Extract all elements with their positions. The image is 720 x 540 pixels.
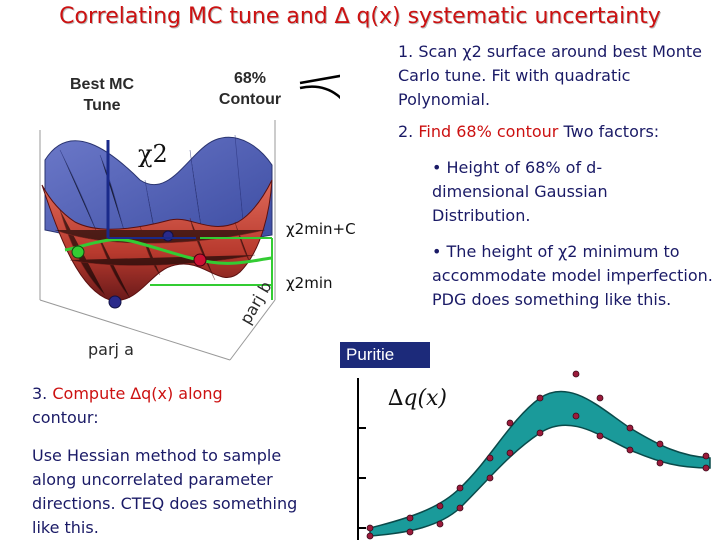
band-point (656, 440, 664, 448)
step-3-highlight: Compute ∆q(x) along (52, 384, 223, 403)
step-1: 1. Scan χ2 surface around best Monte Car… (398, 42, 702, 109)
step-2-tail: Two factors: (558, 122, 660, 141)
chi2min-label: χ2min (286, 274, 333, 292)
puritie-label: Puritie (340, 342, 430, 368)
chi2-axis-label: χ2 (138, 140, 168, 168)
band-point (436, 502, 444, 510)
band-point (486, 454, 494, 462)
chi2min-c-label: χ2min+C (286, 220, 356, 238)
step-2-number: 2. (398, 122, 419, 141)
band-point (656, 459, 664, 467)
band-point (436, 520, 444, 528)
band-point (406, 528, 414, 536)
band-point (456, 504, 464, 512)
dq-band (369, 390, 711, 537)
contour-point-green (71, 245, 85, 259)
best-mc-point-2 (162, 230, 174, 242)
band-point (596, 432, 604, 440)
step-3-number: 3. (32, 384, 53, 403)
dq-band-plot (357, 370, 711, 540)
band-point (486, 474, 494, 482)
band-point (572, 412, 580, 420)
band-point (536, 394, 544, 402)
band-point (406, 514, 414, 522)
band-point (506, 419, 514, 427)
contour-68-line (64, 238, 273, 265)
chi2-surface-figure (39, 74, 340, 361)
band-point (366, 524, 374, 532)
band-point (536, 429, 544, 437)
step-1-text: 1. Scan χ2 surface around best Monte Car… (398, 40, 716, 112)
axis-line (229, 299, 276, 361)
step-2-text: 2. Find 68% contour Two factors: (398, 120, 718, 144)
band-point (506, 449, 514, 457)
bullet-1: • Height of 68% of d-dimensional Gaussia… (432, 158, 608, 225)
band-point (456, 484, 464, 492)
band-point (702, 464, 710, 472)
step-3-tail: contour: (32, 408, 99, 427)
band-point (366, 532, 374, 540)
band-points (366, 370, 710, 540)
band-point (572, 370, 580, 378)
axis-line (39, 299, 231, 361)
top-arrow (299, 74, 340, 85)
hessian-text: Use Hessian method to sample along uncor… (32, 446, 298, 537)
best-mc-point (108, 295, 122, 309)
band-point (626, 446, 634, 454)
band-point (702, 452, 710, 460)
best-mc-label: Best MC Tune (69, 76, 134, 114)
contour-arrow (299, 85, 340, 100)
bullet-2: • The height of χ2 minimum to accommodat… (432, 242, 713, 309)
step-3-text: 3. Compute ∆q(x) along contour: (32, 382, 292, 430)
dq-axis-label: ∆q(x) (388, 386, 448, 411)
contour68-label: 68% Contour (218, 70, 282, 108)
contour-point-red (193, 253, 207, 267)
page-title: Correlating MC tune and ∆ q(x) systemati… (59, 4, 661, 29)
band-point (626, 424, 634, 432)
step-2-highlight: Find 68% contour (418, 122, 559, 141)
band-point (596, 394, 604, 402)
parj-a-label: parj a (88, 340, 134, 359)
